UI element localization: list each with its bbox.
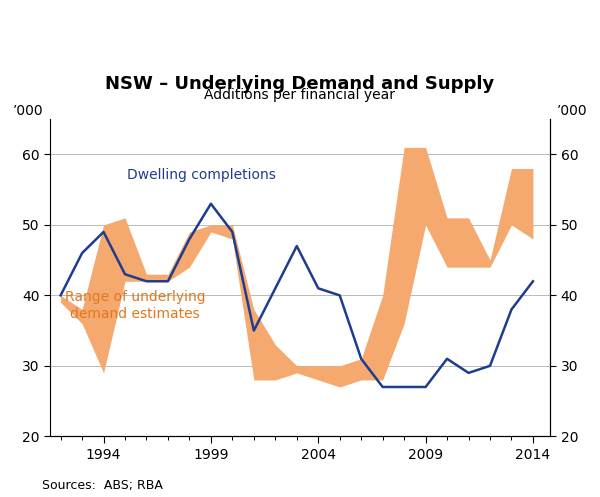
Text: Range of underlying
demand estimates: Range of underlying demand estimates [65, 290, 205, 321]
Text: Dwelling completions: Dwelling completions [127, 168, 276, 182]
Text: ’000: ’000 [557, 103, 587, 118]
Text: ’000: ’000 [13, 103, 43, 118]
Text: Sources:  ABS; RBA: Sources: ABS; RBA [42, 479, 163, 492]
Title: NSW – Underlying Demand and Supply: NSW – Underlying Demand and Supply [106, 75, 494, 92]
Text: Additions per financial year: Additions per financial year [205, 88, 395, 102]
